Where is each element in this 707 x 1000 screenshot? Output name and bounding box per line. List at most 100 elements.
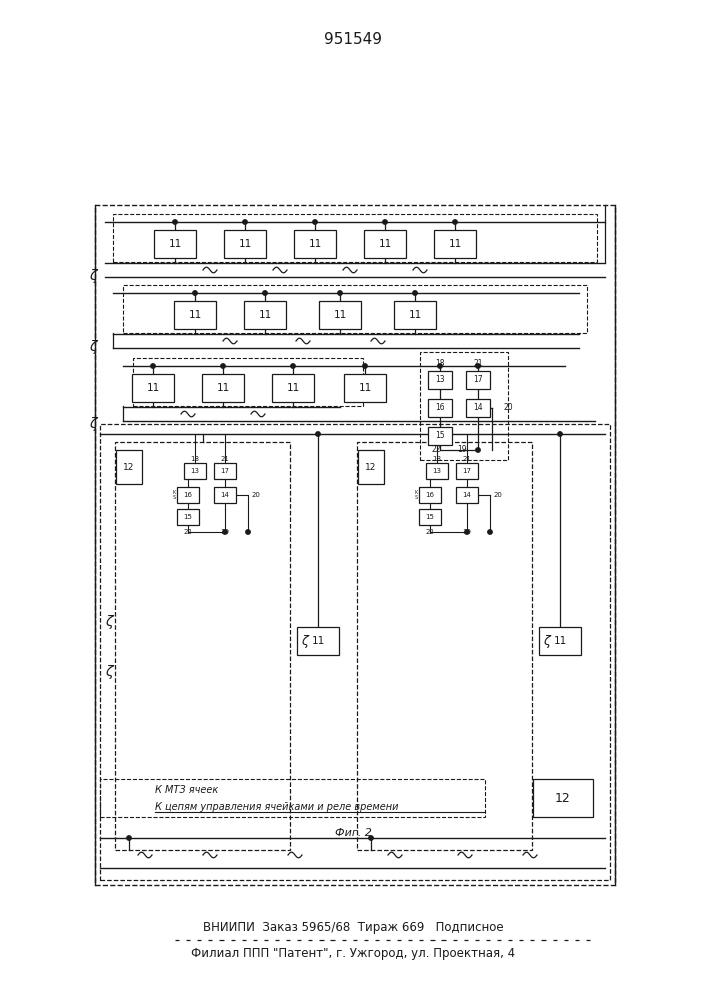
- Circle shape: [338, 291, 342, 295]
- Bar: [419, 509, 441, 525]
- Text: 20: 20: [252, 492, 261, 498]
- Text: 12: 12: [366, 462, 377, 472]
- Bar: [272, 374, 314, 402]
- Text: 17: 17: [462, 468, 472, 474]
- Text: 22: 22: [184, 529, 192, 535]
- Bar: [426, 463, 448, 479]
- Text: ζ: ζ: [89, 417, 97, 431]
- Text: 16: 16: [426, 492, 435, 498]
- Text: 11: 11: [216, 383, 230, 393]
- Text: ζ: ζ: [300, 635, 308, 648]
- Text: 15: 15: [184, 514, 192, 520]
- Text: 12: 12: [123, 462, 135, 472]
- Text: 11: 11: [238, 239, 252, 249]
- Circle shape: [246, 530, 250, 534]
- Circle shape: [173, 220, 177, 224]
- Text: 11: 11: [358, 383, 372, 393]
- Bar: [466, 371, 490, 389]
- Bar: [466, 399, 490, 417]
- Bar: [297, 627, 339, 655]
- Bar: [224, 230, 266, 258]
- Text: 11: 11: [334, 310, 346, 320]
- Bar: [177, 509, 199, 525]
- Circle shape: [221, 364, 226, 368]
- Bar: [100, 779, 485, 817]
- Text: 19: 19: [457, 446, 467, 454]
- Text: 14: 14: [473, 403, 483, 412]
- Text: 16: 16: [436, 403, 445, 412]
- Circle shape: [243, 220, 247, 224]
- Bar: [177, 487, 199, 503]
- Text: 17: 17: [473, 375, 483, 384]
- Text: 21: 21: [462, 456, 472, 462]
- Bar: [116, 450, 142, 484]
- Text: K
S: K S: [414, 490, 418, 500]
- Text: К цепям управления ячейками и реле времени: К цепям управления ячейками и реле време…: [155, 802, 399, 812]
- Text: 19: 19: [221, 529, 230, 535]
- Bar: [100, 424, 610, 880]
- Text: 15: 15: [436, 432, 445, 440]
- Text: 11: 11: [168, 239, 182, 249]
- Text: 13: 13: [190, 468, 199, 474]
- Circle shape: [312, 220, 317, 224]
- Bar: [539, 627, 581, 655]
- Text: 21: 21: [473, 360, 483, 368]
- Bar: [244, 301, 286, 329]
- Bar: [214, 487, 236, 503]
- Circle shape: [558, 432, 562, 436]
- Bar: [364, 230, 406, 258]
- Bar: [154, 230, 196, 258]
- Circle shape: [413, 291, 417, 295]
- Bar: [434, 230, 476, 258]
- Circle shape: [223, 530, 227, 534]
- Text: 951549: 951549: [324, 32, 382, 47]
- Bar: [113, 214, 597, 262]
- Text: 11: 11: [311, 636, 325, 646]
- Text: 11: 11: [378, 239, 392, 249]
- Circle shape: [363, 364, 367, 368]
- Bar: [420, 352, 508, 460]
- Text: ζ: ζ: [89, 340, 97, 354]
- Text: ζ: ζ: [105, 615, 112, 629]
- Text: 18: 18: [190, 456, 199, 462]
- Text: 12: 12: [555, 792, 571, 804]
- Bar: [428, 371, 452, 389]
- Bar: [344, 374, 386, 402]
- Text: ζ: ζ: [105, 665, 112, 679]
- Bar: [95, 205, 615, 885]
- Text: 11: 11: [308, 239, 322, 249]
- Circle shape: [291, 364, 296, 368]
- Text: 14: 14: [462, 492, 472, 498]
- Text: 11: 11: [409, 310, 421, 320]
- Bar: [319, 301, 361, 329]
- Text: 20: 20: [494, 492, 503, 498]
- Text: K
S: K S: [173, 490, 175, 500]
- Bar: [428, 427, 452, 445]
- Text: 11: 11: [448, 239, 462, 249]
- Text: 17: 17: [221, 468, 230, 474]
- Circle shape: [382, 220, 387, 224]
- Bar: [133, 358, 363, 406]
- Bar: [123, 285, 587, 333]
- Circle shape: [476, 448, 480, 452]
- Circle shape: [438, 364, 442, 368]
- Text: ζ: ζ: [89, 269, 97, 283]
- Circle shape: [316, 432, 320, 436]
- Circle shape: [369, 836, 373, 840]
- Circle shape: [193, 291, 197, 295]
- Circle shape: [127, 836, 132, 840]
- Bar: [202, 374, 244, 402]
- Text: 11: 11: [554, 636, 566, 646]
- Text: 13: 13: [436, 375, 445, 384]
- Bar: [184, 463, 206, 479]
- Bar: [533, 779, 593, 817]
- Text: 11: 11: [286, 383, 300, 393]
- Bar: [357, 442, 532, 850]
- Circle shape: [263, 291, 267, 295]
- Text: 14: 14: [221, 492, 230, 498]
- Text: 13: 13: [433, 468, 441, 474]
- Bar: [294, 230, 336, 258]
- Text: 18: 18: [436, 360, 445, 368]
- Text: 18: 18: [433, 456, 441, 462]
- Text: 22: 22: [426, 529, 434, 535]
